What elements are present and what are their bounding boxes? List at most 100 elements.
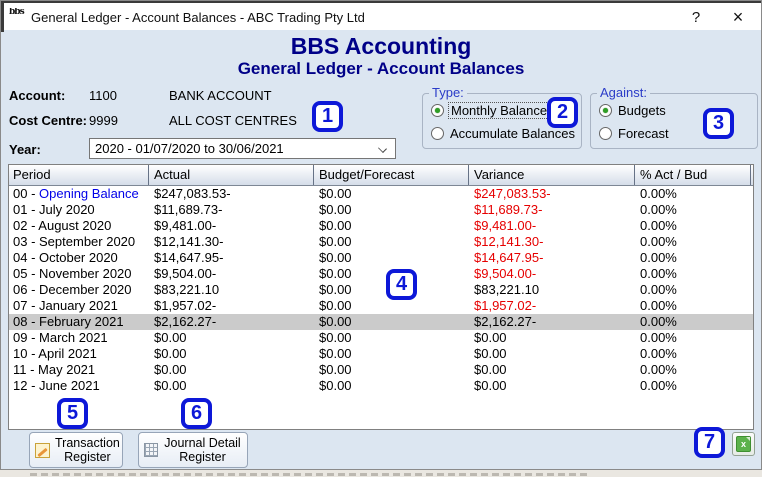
actual-cell: $1,957.02- — [154, 298, 217, 313]
button-label: Journal Detail Register — [164, 436, 241, 464]
year-dropdown[interactable]: 2020 - 01/07/2020 to 30/06/2021 — [89, 138, 396, 159]
cost-centre-name: ALL COST CENTRES — [169, 113, 297, 128]
actual-cell: $14,647.95- — [154, 250, 224, 265]
budget-forecast-cell: $0.00 — [319, 362, 352, 377]
pct-act-bud-cell: 0.00% — [640, 234, 677, 249]
variance-cell: $9,504.00- — [474, 266, 537, 281]
pct-act-bud-cell: 0.00% — [640, 362, 677, 377]
radio-monthly-balances[interactable]: Monthly Balances — [431, 102, 557, 119]
cost-centre-label: Cost Centre: — [9, 113, 88, 128]
radio-label: Forecast — [618, 126, 669, 141]
variance-cell: $12,141.30- — [474, 234, 544, 249]
year-label: Year: — [9, 142, 41, 157]
variance-cell: $0.00 — [474, 330, 507, 345]
actual-cell: $2,162.27- — [154, 314, 217, 329]
table-row[interactable]: 08 - February 2021 $2,162.27- $0.00 $2,162.… — [9, 314, 753, 330]
pct-act-bud-cell: 0.00% — [640, 266, 677, 281]
actual-cell: $0.00 — [154, 346, 187, 361]
variance-cell: $0.00 — [474, 378, 507, 393]
radio-budgets[interactable]: Budgets — [599, 103, 666, 118]
period-cell: 09 - March 2021 — [13, 330, 108, 345]
actual-cell: $0.00 — [154, 378, 187, 393]
budget-forecast-cell: $0.00 — [319, 298, 352, 313]
account-code: 1100 — [89, 88, 117, 103]
pct-act-bud-cell: 0.00% — [640, 250, 677, 265]
period-cell: 10 - April 2021 — [13, 346, 97, 361]
radio-button-icon — [599, 104, 612, 117]
table-row[interactable]: 12 - June 2021 $0.00 $0.00 $0.00 0.00% — [9, 378, 753, 394]
annotation-badge-3: 3 — [703, 108, 734, 139]
pct-act-bud-cell: 0.00% — [640, 202, 677, 217]
variance-cell: $83,221.10 — [474, 282, 540, 297]
annotation-badge-2: 2 — [547, 97, 578, 128]
year-dropdown-value: 2020 - 01/07/2020 to 30/06/2021 — [95, 141, 284, 156]
period-cell: 03 - September 2020 — [13, 234, 136, 249]
type-group: Type: Monthly Balances Accumulate Balanc… — [422, 85, 582, 149]
type-group-label: Type: — [429, 85, 467, 100]
titlebar-edge — [1, 3, 4, 32]
pct-act-bud-cell: 0.00% — [640, 314, 677, 329]
budget-forecast-cell: $0.00 — [319, 234, 352, 249]
table-row[interactable]: 09 - March 2021 $0.00 $0.00 $0.00 0.00% — [9, 330, 753, 346]
column-header-period[interactable]: Period — [9, 165, 149, 185]
table-row[interactable]: 00 - Opening Balance $247,083.53- $0.00 $24… — [9, 186, 753, 202]
variance-cell: $9,481.00- — [474, 218, 537, 233]
annotation-badge-6: 6 — [181, 398, 212, 429]
radio-accumulate-balances[interactable]: Accumulate Balances — [431, 126, 575, 141]
budget-forecast-cell: $0.00 — [319, 330, 352, 345]
actual-cell: $9,504.00- — [154, 266, 217, 281]
actual-cell: $0.00 — [154, 330, 187, 345]
period-cell: 04 - October 2020 — [13, 250, 118, 265]
annotation-badge-5: 5 — [57, 398, 88, 429]
variance-cell: $11,689.73- — [474, 202, 543, 217]
table-row[interactable]: 01 - July 2020 $11,689.73- $0.00 $11,689.73… — [9, 202, 753, 218]
variance-cell: $2,162.27- — [474, 314, 537, 329]
radio-forecast[interactable]: Forecast — [599, 126, 669, 141]
cost-centre-code: 9999 — [89, 113, 118, 128]
export-excel-button[interactable]: x — [732, 432, 755, 456]
column-header-budget-forecast[interactable]: Budget/Forecast — [314, 165, 469, 185]
radio-label: Monthly Balances — [448, 102, 557, 119]
table-row[interactable]: 03 - September 2020 $12,141.30- $0.00 $12,1… — [9, 234, 753, 250]
budget-forecast-cell: $0.00 — [319, 266, 352, 281]
excel-export-icon: x — [736, 436, 751, 452]
table-row[interactable]: 07 - January 2021 $1,957.02- $0.00 $1,957.0… — [9, 298, 753, 314]
budget-forecast-cell: $0.00 — [319, 250, 352, 265]
account-name: BANK ACCOUNT — [169, 88, 272, 103]
help-button[interactable]: ? — [691, 9, 701, 26]
note-pencil-icon — [35, 442, 50, 458]
against-group: Against: Budgets Forecast — [590, 85, 758, 149]
variance-cell: $0.00 — [474, 362, 507, 377]
close-button[interactable]: × — [732, 7, 744, 27]
period-cell: 07 - January 2021 — [13, 298, 118, 313]
journal-detail-register-button[interactable]: Journal Detail Register — [138, 432, 248, 468]
table-row[interactable]: 05 - November 2020 $9,504.00- $0.00 $9,504.… — [9, 266, 753, 282]
radio-button-icon — [431, 104, 444, 117]
column-header-variance[interactable]: Variance — [469, 165, 635, 185]
app-title: BBS Accounting — [290, 33, 472, 59]
opening-balance-link: Opening Balance — [39, 186, 139, 201]
actual-cell: $11,689.73- — [154, 202, 223, 217]
pct-act-bud-cell: 0.00% — [640, 378, 677, 393]
radio-button-icon — [599, 127, 612, 140]
radio-button-icon — [431, 127, 444, 140]
table-row[interactable]: 04 - October 2020 $14,647.95- $0.00 $14,647… — [9, 250, 753, 266]
budget-forecast-cell: $0.00 — [319, 282, 352, 297]
table-row[interactable]: 10 - April 2021 $0.00 $0.00 $0.00 0.00% — [9, 346, 753, 362]
table-row[interactable]: 02 - August 2020 $9,481.00- $0.00 $9,481.00… — [9, 218, 753, 234]
column-header-actual[interactable]: Actual — [149, 165, 314, 185]
period-cell: 05 - November 2020 — [13, 266, 132, 281]
transaction-register-button[interactable]: Transaction Register — [29, 432, 123, 468]
variance-cell: $1,957.02- — [474, 298, 537, 313]
column-header-pct-act-bud[interactable]: % Act / Bud — [635, 165, 751, 185]
annotation-badge-7: 7 — [694, 427, 725, 458]
actual-cell: $0.00 — [154, 362, 187, 377]
budget-forecast-cell: $0.00 — [319, 218, 352, 233]
cut-off-text — [30, 473, 590, 476]
table-row[interactable]: 06 - December 2020 $83,221.10 $0.00 $83,221… — [9, 282, 753, 298]
pct-act-bud-cell: 0.00% — [640, 218, 677, 233]
table-row[interactable]: 11 - May 2021 $0.00 $0.00 $0.00 0.00% — [9, 362, 753, 378]
period-cell: 08 - February 2021 — [13, 314, 124, 329]
titlebar: bbs General Ledger - Account Balances - … — [1, 1, 761, 32]
